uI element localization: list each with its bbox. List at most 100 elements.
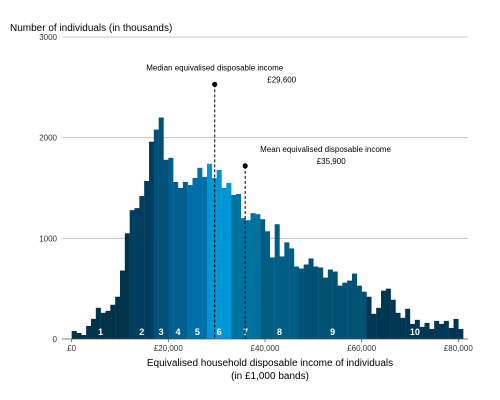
histogram-bar	[318, 267, 324, 339]
histogram-bar	[115, 296, 121, 339]
histogram-bar	[202, 176, 208, 339]
histogram-bar	[178, 188, 184, 339]
histogram-bar	[240, 218, 246, 339]
histogram-bar	[86, 325, 92, 339]
histogram-bar	[95, 307, 101, 339]
decile-label: 4	[175, 327, 180, 337]
histogram-bar	[294, 266, 300, 339]
annotations: Median equivalised disposable income £29,…	[146, 63, 391, 339]
histogram-bar	[342, 282, 348, 339]
mean-marker	[242, 163, 248, 169]
histogram-bar	[139, 196, 145, 339]
mean-label: Mean equivalised disposable income	[260, 145, 391, 154]
histogram-bar	[149, 141, 155, 339]
y-tick-label: 0	[53, 335, 58, 344]
histogram-bar	[424, 322, 430, 339]
histogram-bar	[81, 334, 87, 339]
histogram-bar	[71, 330, 77, 339]
decile-label: 9	[330, 327, 335, 337]
histogram-bar	[153, 129, 159, 339]
histogram-bar	[381, 290, 387, 339]
histogram-bar	[289, 248, 295, 339]
histogram-bar	[187, 184, 193, 339]
histogram-bar	[129, 210, 135, 339]
histogram-bar	[347, 280, 353, 339]
histogram-bar	[260, 219, 266, 339]
histogram-bar	[231, 195, 237, 339]
histogram-bar	[192, 177, 198, 339]
histogram-bar	[173, 181, 179, 339]
histogram-bar	[356, 285, 362, 339]
histogram-bar	[168, 157, 174, 339]
histogram-bar	[443, 320, 449, 339]
histogram-bar	[110, 304, 116, 339]
histogram-bar	[395, 312, 401, 339]
median-value: £29,600	[267, 75, 296, 84]
histogram-bar	[434, 320, 440, 339]
histogram-bar	[255, 214, 261, 339]
x-axis-subtitle: (in £1,000 bands)	[231, 371, 309, 382]
decile-label: 5	[195, 327, 200, 337]
x-tick-label: £0	[67, 344, 76, 353]
histogram-bar	[327, 269, 333, 339]
histogram-bar	[429, 328, 435, 339]
histogram-bar	[274, 224, 280, 339]
median-marker	[212, 81, 218, 87]
histogram-bar	[448, 327, 454, 339]
histogram-bar	[120, 270, 126, 339]
histogram-bar	[405, 308, 411, 339]
y-axis-title: Number of individuals (in thousands)	[10, 23, 172, 34]
decile-label: 3	[159, 327, 164, 337]
decile-label: 1	[98, 327, 103, 337]
histogram-bar	[376, 307, 382, 339]
x-tick-label: £60,000	[347, 344, 376, 353]
histogram-bar	[216, 169, 222, 339]
x-axis-title: Equivalised household disposable income …	[147, 358, 393, 369]
histogram-bar	[390, 299, 396, 339]
histogram-bar	[458, 328, 464, 339]
histogram-bar	[371, 313, 377, 339]
decile-label: 8	[277, 327, 282, 337]
histogram-bar	[453, 318, 459, 339]
histogram-bar	[298, 268, 304, 339]
histogram-bar	[182, 181, 188, 339]
histogram-bar	[332, 271, 338, 339]
x-tick-label: £80,000	[444, 344, 473, 353]
histogram-bar	[197, 167, 203, 339]
histogram-bar	[337, 285, 343, 339]
histogram-bar	[313, 266, 319, 339]
histogram-bar	[245, 220, 251, 339]
y-tick-label: 1000	[39, 234, 57, 243]
histogram-bar	[144, 180, 150, 339]
x-tick-label: £40,000	[251, 344, 280, 353]
histogram-bar	[221, 188, 227, 339]
histogram-bar	[226, 182, 232, 339]
decile-label: 10	[410, 327, 420, 337]
histogram-bar	[76, 332, 82, 339]
histogram-bar	[410, 323, 416, 339]
histogram-bar	[158, 117, 164, 340]
histogram-bar	[91, 318, 97, 339]
histogram-bar	[414, 319, 420, 339]
histogram-bar	[361, 291, 367, 339]
histogram-bar	[366, 296, 372, 339]
histogram-bar	[284, 242, 290, 339]
histogram-bar	[439, 323, 445, 339]
histogram-bar	[323, 277, 329, 339]
histogram-bar	[400, 317, 406, 339]
histogram-bar	[419, 326, 425, 339]
median-label: Median equivalised disposable income	[146, 63, 284, 72]
histogram-bar	[207, 163, 213, 339]
histogram-bar	[100, 312, 106, 339]
y-tick-label: 2000	[39, 134, 57, 143]
histogram-bar	[269, 257, 275, 339]
histogram-bar	[134, 208, 140, 339]
histogram-bar	[124, 233, 130, 339]
histogram-bar	[303, 264, 309, 339]
y-tick-label: 3000	[39, 33, 57, 42]
histogram-bars	[71, 117, 464, 340]
histogram-bar	[385, 288, 391, 339]
histogram-bar	[279, 256, 285, 339]
axes: 0 1000 2000 3000 £0 £20,000 £40,000 £60,000 £80,…	[39, 33, 473, 353]
